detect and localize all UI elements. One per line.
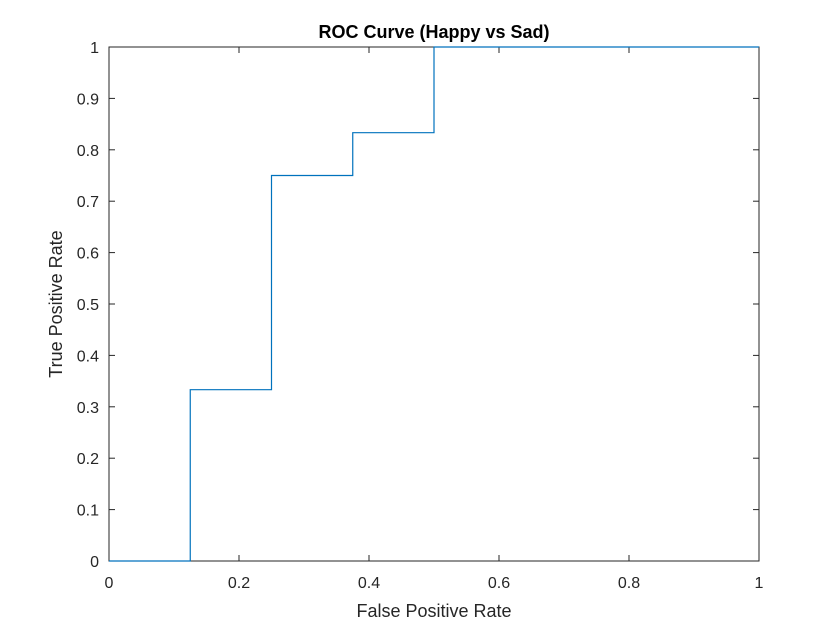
y-axis-ticks: 0 0.1 0.2 0.3 0.4 0.5 0.6 0.7 0.8 0.9 1 bbox=[77, 40, 759, 571]
series-layer bbox=[109, 46, 759, 562]
y-tick-label: 0.9 bbox=[77, 91, 99, 108]
x-axis-ticks: 0 0.2 0.4 0.6 0.8 1 bbox=[105, 47, 764, 592]
y-tick-label: 0.1 bbox=[77, 503, 99, 520]
x-tick-label: 1 bbox=[755, 575, 764, 592]
x-tick-label: 0 bbox=[105, 575, 114, 592]
y-tick-label: 0.2 bbox=[77, 451, 99, 468]
y-tick-label: 1 bbox=[90, 40, 99, 57]
y-tick-label: 0.5 bbox=[77, 297, 99, 314]
y-tick-label: 0 bbox=[90, 554, 99, 571]
chart-title: ROC Curve (Happy vs Sad) bbox=[318, 22, 549, 42]
x-tick-label: 0.8 bbox=[618, 575, 640, 592]
y-tick-label: 0.8 bbox=[77, 143, 99, 160]
x-tick-label: 0.2 bbox=[228, 575, 250, 592]
y-tick-label: 0.3 bbox=[77, 400, 99, 417]
x-tick-label: 0.6 bbox=[488, 575, 510, 592]
y-axis-label: True Positive Rate bbox=[46, 230, 66, 377]
roc-curve-line bbox=[109, 46, 759, 562]
x-axis-label: False Positive Rate bbox=[356, 601, 511, 621]
y-tick-label: 0.7 bbox=[77, 194, 99, 211]
y-tick-label: 0.6 bbox=[77, 246, 99, 263]
y-tick-label: 0.4 bbox=[77, 348, 99, 365]
x-tick-label: 0.4 bbox=[358, 575, 380, 592]
